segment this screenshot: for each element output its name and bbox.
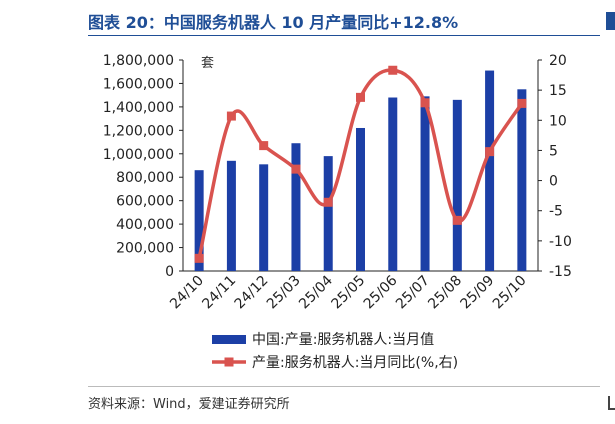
bar	[517, 89, 527, 271]
x-tick-label: 25/06	[361, 272, 401, 312]
bar	[226, 160, 236, 271]
x-tick-label: 25/03	[264, 273, 304, 313]
left-tick-label: 1,200,000	[103, 123, 174, 139]
left-tick-label: 1,000,000	[103, 147, 174, 163]
left-tick-label: 800,000	[116, 170, 174, 186]
right-tick-label: 0	[549, 174, 558, 190]
line-point	[194, 253, 204, 263]
left-tick-label: 600,000	[116, 194, 174, 210]
yoy-line	[197, 68, 524, 259]
bar	[485, 70, 495, 271]
bar	[194, 170, 204, 271]
bar	[388, 97, 398, 271]
line-point	[356, 92, 365, 102]
right-tick-label: -5	[549, 204, 563, 220]
line-point	[323, 197, 333, 207]
x-tick-label: 24/11	[199, 273, 239, 313]
right-axis-ticks: -15 -10 -5 0 5 10 15 20	[538, 53, 572, 280]
title-divider	[88, 35, 600, 36]
x-tick-label: 25/08	[425, 273, 465, 313]
line-series	[194, 65, 527, 263]
bar-series	[194, 70, 527, 271]
legend-bar-label: 中国:产量:服务机器人:当月值	[252, 332, 434, 348]
line-point	[291, 164, 301, 174]
x-tick-label: 25/05	[328, 273, 368, 313]
right-tick-label: -15	[549, 264, 572, 280]
left-tick-label: 0	[165, 264, 174, 280]
legend-bar-swatch	[212, 335, 246, 344]
x-tick-label: 25/04	[296, 272, 336, 312]
line-point	[517, 98, 527, 108]
legend-line-label: 产量:服务机器人:当月同比(%,右)	[252, 355, 458, 371]
left-tick-label: 200,000	[116, 241, 174, 257]
x-tick-label: 25/09	[458, 273, 498, 313]
line-point	[485, 147, 495, 157]
right-tick-label: 10	[549, 113, 567, 129]
left-tick-label: 1,600,000	[103, 76, 174, 92]
right-tick-label: 20	[549, 53, 567, 69]
line-point	[452, 215, 462, 225]
bar	[356, 127, 365, 271]
x-tick-label: 24/12	[232, 273, 272, 313]
source-note: 资料来源：Wind，爱建证券研究所	[88, 397, 290, 412]
line-point	[226, 111, 236, 121]
bar	[420, 96, 430, 271]
source-divider	[88, 386, 600, 387]
adjacent-figure-corner	[608, 396, 615, 410]
bar	[323, 156, 333, 271]
left-tick-label: 400,000	[116, 217, 174, 233]
right-tick-label: 15	[549, 83, 567, 99]
bar	[291, 143, 301, 271]
right-tick-label: -10	[549, 234, 572, 250]
legend-line-marker	[224, 357, 234, 367]
adjacent-figure-edge	[606, 12, 615, 30]
x-axis-ticks: 24/1024/1124/1225/0325/0425/0525/0625/07…	[167, 272, 530, 312]
x-tick-label: 25/07	[393, 273, 433, 313]
line-point	[420, 98, 430, 108]
bar	[452, 99, 462, 271]
right-tick-label: 5	[549, 143, 558, 159]
left-tick-label: 1,800,000	[103, 53, 174, 69]
x-tick-label: 25/10	[490, 273, 530, 313]
chart-title: 图表 20：中国服务机器人 10 月产量同比+12.8%	[88, 13, 459, 32]
left-axis-unit: 套	[201, 55, 214, 71]
line-point	[259, 141, 269, 151]
left-tick-label: 1,400,000	[103, 100, 174, 116]
left-axis-ticks: 0 200,000 400,000 600,000 800,000 1,000,000 1,…	[103, 53, 183, 280]
bar	[259, 164, 269, 271]
line-point	[388, 65, 398, 75]
